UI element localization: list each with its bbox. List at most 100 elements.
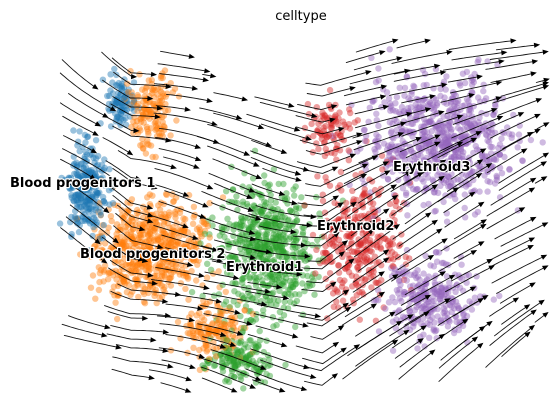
scatter-point <box>313 247 319 253</box>
streamline <box>302 168 336 174</box>
scatter-point <box>423 301 429 307</box>
streamline <box>62 324 106 336</box>
scatter-point <box>330 290 336 296</box>
scatter-point <box>372 149 378 155</box>
scatter-point <box>375 65 381 71</box>
scatter-point <box>175 319 181 325</box>
scatter-point <box>244 201 250 207</box>
streamline-arrowhead <box>349 86 355 91</box>
scatter-point <box>153 154 159 160</box>
streamline-arrowhead <box>281 149 288 154</box>
streamline <box>69 94 107 117</box>
scatter-point <box>239 280 245 286</box>
scatter-point <box>338 169 344 175</box>
scatter-point <box>356 259 362 265</box>
scatter-point <box>420 332 426 338</box>
scatter-point <box>285 287 291 293</box>
streamline <box>492 256 545 283</box>
streamline <box>446 266 494 292</box>
streamline-arrowhead <box>170 164 177 169</box>
scatter-point <box>335 121 341 127</box>
scatter-point <box>445 179 451 185</box>
scatter-point <box>431 298 437 304</box>
scatter-point <box>469 306 475 312</box>
streamline-arrowhead <box>534 43 540 48</box>
scatter-point <box>455 125 461 131</box>
scatter-point <box>293 206 299 212</box>
scatter-point <box>248 351 254 357</box>
streamline <box>303 349 346 364</box>
streamline-arrowhead <box>513 298 519 303</box>
scatter-point <box>389 294 395 300</box>
streamline <box>454 220 485 239</box>
scatter-point <box>425 101 431 107</box>
scatter-point <box>349 239 355 245</box>
streamline <box>62 60 97 89</box>
streamline <box>306 72 370 86</box>
streamline-arrowhead <box>151 72 157 77</box>
scatter-point <box>171 198 177 204</box>
streamline <box>394 66 438 74</box>
streamline <box>113 357 172 367</box>
streamline <box>496 45 538 50</box>
scatter-point <box>452 196 458 202</box>
streamline <box>443 61 502 70</box>
scatter-point <box>437 183 443 189</box>
scatter-point <box>393 118 399 124</box>
streamline-arrowhead <box>332 373 338 379</box>
streamline-arrowhead <box>530 310 536 316</box>
scatter-point <box>189 289 195 295</box>
streamline-arrowhead <box>189 54 195 59</box>
scatter-point <box>190 345 196 351</box>
scatter-point <box>287 234 293 240</box>
streamline-arrowhead <box>441 238 447 243</box>
scatter-point <box>484 178 490 184</box>
scatter-point <box>153 238 159 244</box>
streamline-arrowhead <box>425 212 431 218</box>
scatter-point <box>159 270 165 276</box>
scatter-point <box>153 127 159 133</box>
scatter-point <box>292 324 298 330</box>
scatter-point <box>377 244 383 250</box>
scatter-point <box>204 274 210 280</box>
streamline-arrowhead <box>478 202 485 207</box>
scatter-point <box>101 222 107 228</box>
scatter-point <box>173 263 179 269</box>
scatter-point <box>491 296 497 302</box>
streamline-arrowhead <box>301 386 307 391</box>
scatter-point <box>451 103 457 109</box>
scatter-point <box>458 148 464 154</box>
scatter-point <box>440 113 446 119</box>
scatter-point <box>397 147 403 153</box>
streamline <box>441 225 485 251</box>
scatter-point <box>414 345 420 351</box>
streamline-arrowhead <box>203 77 209 82</box>
streamline-arrowhead <box>541 176 548 181</box>
scatter-point <box>293 280 299 286</box>
scatter-point <box>193 277 199 283</box>
scatter-point <box>439 290 445 296</box>
scatter-point <box>223 298 229 304</box>
streamline <box>213 159 260 178</box>
scatter-point <box>242 307 248 313</box>
scatter-point <box>243 355 249 361</box>
streamline <box>502 333 529 357</box>
scatter-point <box>131 284 137 290</box>
scatter-point <box>327 270 333 276</box>
streamline-arrowhead <box>477 74 483 79</box>
scatter-point <box>216 268 222 274</box>
scatter-point <box>407 308 413 314</box>
streamline-arrowhead <box>204 68 210 73</box>
streamline <box>399 221 436 246</box>
scatter-point <box>225 321 231 327</box>
streamline-arrowhead <box>429 350 435 356</box>
scatter-point <box>121 279 127 285</box>
scatter-point <box>255 342 261 348</box>
streamline-arrowhead <box>256 174 263 179</box>
scatter-point <box>173 117 179 123</box>
scatter-point <box>149 90 155 96</box>
cluster-label-erythroid2: Erythroid2 <box>317 219 394 234</box>
scatter-point <box>308 121 314 127</box>
scatter-point <box>142 300 148 306</box>
